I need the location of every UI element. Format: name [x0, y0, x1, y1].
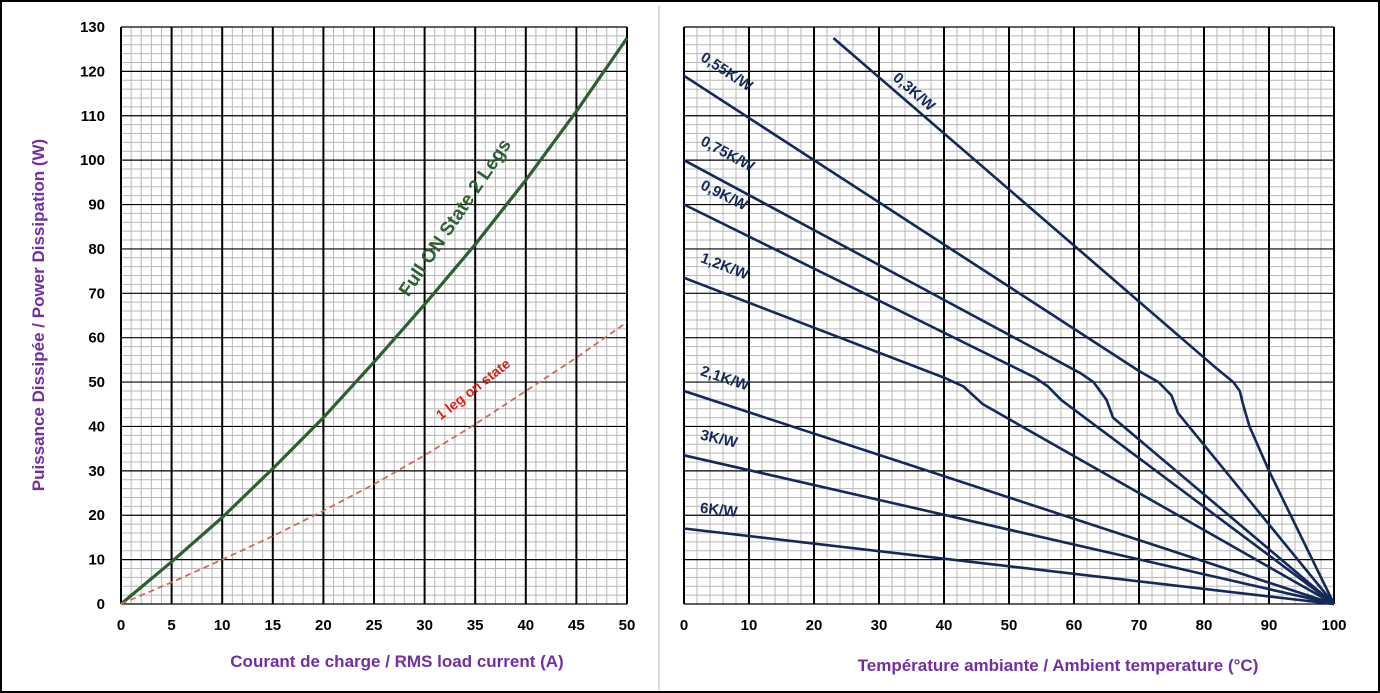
chart1-xlabel: Courant de charge / RMS load current (A) [230, 652, 563, 671]
heatsink-line [683, 74, 1336, 605]
chart2-tick-labels: 0 10 20 30 40 50 60 70 80 90 100 [680, 617, 1347, 634]
heatsink-line [683, 454, 1335, 606]
chart1-x-tick-label: 20 [315, 617, 332, 634]
chart1-series [119, 37, 629, 606]
chart2-x-tick-label: 50 [1001, 617, 1018, 634]
chart2-series [683, 37, 1336, 606]
chart1-y-tick-label: 120 [80, 63, 105, 80]
chart1-y-tick-label: 80 [88, 241, 105, 258]
chart1-y-tick-label: 30 [88, 463, 105, 480]
chart1-y-tick-label: 10 [88, 552, 105, 569]
chart1-y-tick-label: 90 [88, 197, 105, 214]
chart2-xlabel: Température ambiante / Ambient temperatu… [858, 656, 1259, 675]
chart1-y-tick-label: 40 [88, 418, 105, 435]
chart1-y-tick-label: 130 [80, 19, 105, 36]
chart1-ylabel: Puissance Dissipée / Power Dissipation (… [29, 139, 48, 491]
heatsink-line [683, 527, 1335, 606]
chart1-x-tick-label: 10 [214, 617, 231, 634]
chart2-x-tick-label: 90 [1261, 617, 1278, 634]
chart1-grid [120, 26, 628, 605]
chart1-y-tick-label: 0 [97, 596, 105, 613]
chart1-y-tick-label: 100 [80, 152, 105, 169]
chart1-y-tick-label: 50 [88, 374, 105, 391]
chart1-x-tick-label: 30 [416, 617, 433, 634]
chart1-y-tick-label: 70 [88, 285, 105, 302]
heatsink-line [683, 389, 1335, 606]
chart1-x-tick-label: 50 [619, 617, 636, 634]
heatsink-line [683, 159, 1335, 605]
chart1-x-tick-label: 15 [264, 617, 281, 634]
full-on-state-line [119, 37, 629, 606]
chart2-x-tick-label: 0 [680, 617, 688, 634]
chart1-x-tick-label: 40 [517, 617, 534, 634]
chart2-x-tick-label: 10 [741, 617, 758, 634]
chart2-x-tick-label: 100 [1321, 617, 1346, 634]
chart2-x-tick-label: 40 [936, 617, 953, 634]
chart1-x-tick-label: 25 [366, 617, 383, 634]
chart1-y-tick-label: 60 [88, 330, 105, 347]
chart1-x-tick-label: 35 [467, 617, 484, 634]
chart1-tick-labels: 0 5 10 15 20 25 30 35 40 45 50 0 10 20 30 40 50 60 70 80 90 1… [80, 19, 635, 634]
chart1-x-tick-label: 45 [568, 617, 585, 634]
chart2-x-tick-label: 20 [806, 617, 823, 634]
heatsink-line-label: 6K/W [699, 500, 739, 521]
chart1-y-tick-label: 110 [81, 108, 105, 125]
chart2-x-tick-label: 80 [1196, 617, 1213, 634]
heatsink-line [683, 276, 1335, 606]
chart2-x-tick-label: 60 [1066, 617, 1083, 634]
chart2-x-tick-label: 30 [871, 617, 888, 634]
chart1-x-tick-label: 5 [167, 617, 175, 634]
one-leg-on-state-line [120, 321, 628, 605]
chart1-y-tick-label: 20 [88, 507, 105, 524]
heatsink-line [683, 203, 1335, 606]
heatsink-derating-chart: 0 10 20 30 40 50 60 70 80 90 100 Température ambia… [680, 26, 1347, 675]
chart1-x-tick-label: 0 [117, 617, 125, 634]
heatsink-line [832, 37, 1336, 605]
chart2-x-tick-label: 70 [1131, 617, 1148, 634]
